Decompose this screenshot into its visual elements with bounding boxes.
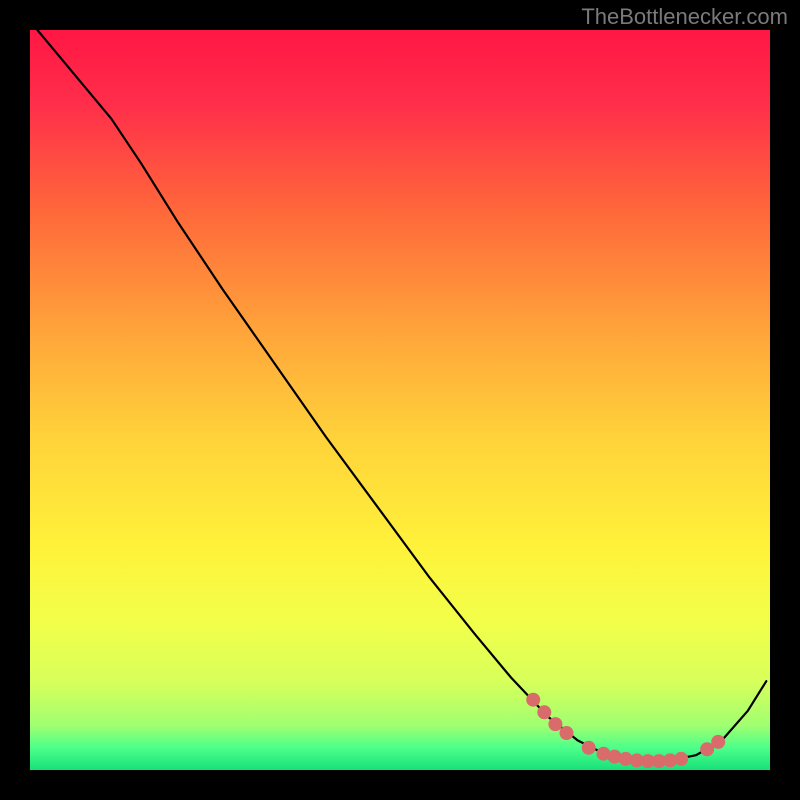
data-marker	[674, 752, 688, 766]
watermark-text: TheBottlenecker.com	[581, 4, 788, 30]
data-marker	[560, 726, 574, 740]
data-marker	[526, 693, 540, 707]
chart-svg	[30, 30, 770, 770]
data-marker	[548, 717, 562, 731]
gradient-background	[30, 30, 770, 770]
chart-container: TheBottlenecker.com	[0, 0, 800, 800]
data-marker	[537, 705, 551, 719]
data-marker	[582, 741, 596, 755]
plot-area	[30, 30, 770, 770]
data-marker	[711, 735, 725, 749]
